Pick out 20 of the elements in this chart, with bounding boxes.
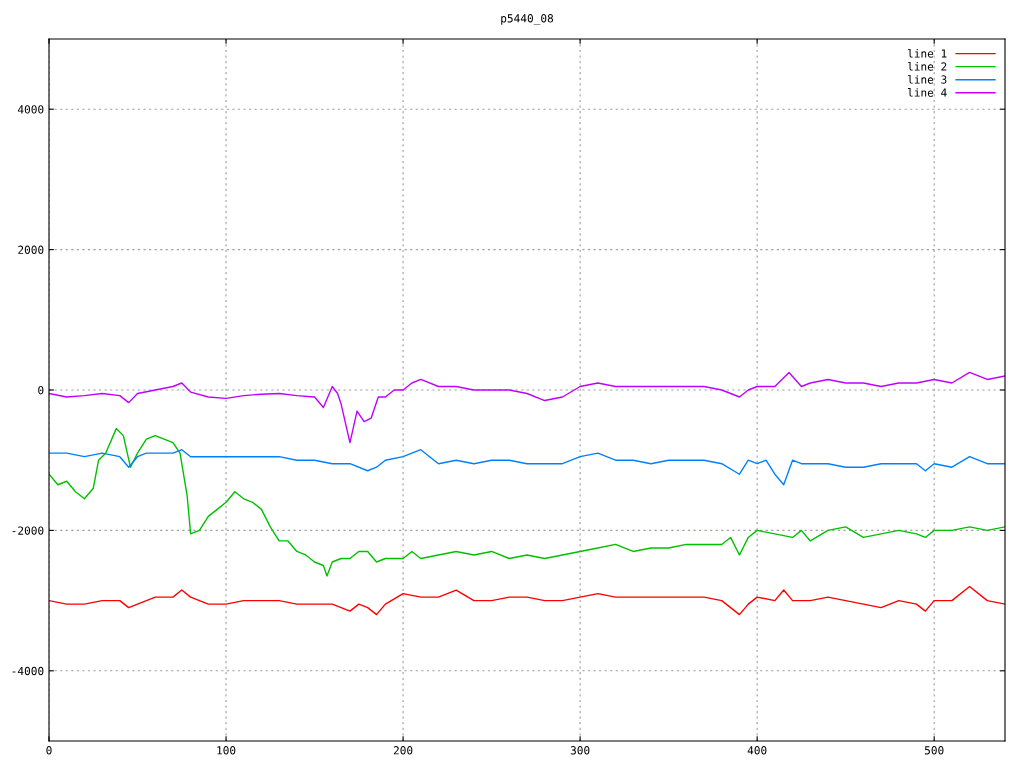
x-tick-label: 300: [570, 746, 590, 755]
y-tick-label: -2000: [12, 526, 44, 535]
legend-label: line 3: [907, 75, 947, 84]
x-tick-label: 100: [217, 746, 236, 755]
y-tick-label: 0: [38, 386, 44, 395]
line-series: [49, 427, 1005, 577]
chart-title: p5440_08: [501, 14, 554, 25]
y-tick-label: -4000: [12, 666, 44, 676]
x-tick-label: 200: [393, 746, 413, 755]
y-tick-label: 2000: [18, 245, 44, 255]
legend-label: line 1: [907, 49, 947, 58]
line-series: [49, 371, 1005, 444]
legend-label: line 4: [907, 88, 947, 97]
line-series: [49, 448, 1005, 486]
x-tick-label: 500: [924, 746, 944, 755]
legend-label: line 2: [907, 62, 947, 71]
y-tick-label: 4000: [17, 105, 44, 114]
x-tick-label: 400: [747, 746, 767, 755]
x-tick-label: 0: [46, 746, 52, 755]
line-series: [49, 585, 1005, 616]
